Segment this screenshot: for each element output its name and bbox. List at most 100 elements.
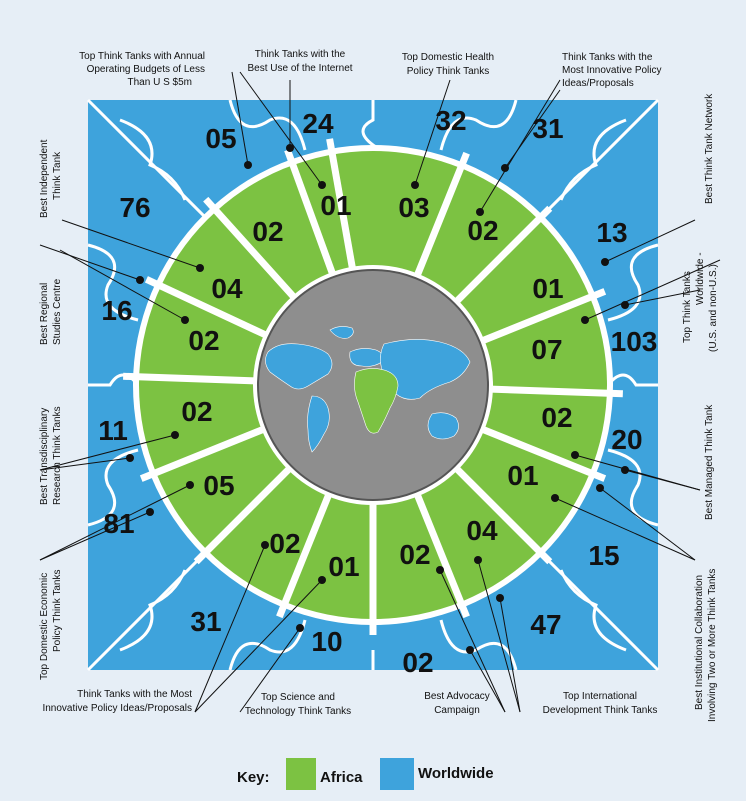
leader-dot [186,481,194,489]
label-innovative-ideas-3: Ideas/Proposals [562,78,634,89]
value-label-n11: 81 [103,508,134,539]
leader-independent [61,219,201,269]
leader-dot [181,316,189,324]
leader-dot [621,466,629,474]
legend-title: Key: [237,769,270,786]
leader-annual-budget-2 [239,71,323,186]
value-label-n08: 103 [611,326,658,357]
label-annual-budget-3: Than U S $5m [128,77,192,88]
value-label-n31: 02 [399,539,430,570]
leader-lines [39,71,721,713]
leader-dot [318,576,326,584]
greenland-shape [329,326,354,339]
legend: Key: Africa Worldwide [237,758,494,790]
leader-dot [244,161,252,169]
leader-dot [496,594,504,602]
leader-dot [551,494,559,502]
leader-dot [171,431,179,439]
leader-transdisciplinary-2 [39,457,131,471]
label-collaboration-1: Best Institutional Collaboration [694,575,705,710]
world-globe [257,269,489,501]
value-label-n19: 03 [398,192,429,223]
label-advocacy-1: Best Advocacy [424,691,490,702]
australia-shape [427,412,459,440]
leader-economic [39,511,151,561]
leader-dot [474,556,482,564]
value-label-n27: 05 [203,470,234,501]
europe-shape [349,348,384,367]
value-label-n25: 02 [181,396,212,427]
ring-divider [490,385,623,398]
leader-dot [571,451,579,459]
ring-divider [193,465,293,565]
label-development-1: Top International [563,691,637,702]
leader-dot [411,181,419,189]
leader-dot [296,624,304,632]
south-america-shape [307,395,330,453]
legend-africa-swatch [286,758,316,790]
leader-dot [596,484,604,492]
label-transdisciplinary-1: Best Transdisciplinary [39,408,50,505]
leader-dot [466,646,474,654]
label-economic-1: Top Domestic Economic [39,573,50,680]
value-label-n13: 31 [190,606,221,637]
leader-managed-2 [624,469,701,491]
leader-advocacy [439,569,506,713]
leader-dot [601,258,609,266]
value-label-n29: 02 [269,528,300,559]
ring-divider [284,148,336,276]
value-label-n21: 04 [211,273,243,304]
value-label-n30: 01 [328,551,359,582]
label-innovative-policy-1: Think Tanks with the Most [77,689,192,700]
label-annual-budget-2: Operating Budgets of Less [87,64,205,75]
label-independent-1: Best Independent [39,139,50,218]
category-labels: Top Think Tanks with Annual Operating Bu… [39,49,719,722]
leader-dot [136,276,144,284]
leader-dot [476,208,484,216]
value-label-n17: 01 [320,190,351,221]
leader-worldwide-top [624,289,701,306]
value-label-n14: 10 [311,626,342,657]
leader-science [239,627,301,713]
label-internet-1: Think Tanks with the [255,49,346,60]
leader-dot [621,301,629,309]
leader-innovative-policy [194,579,323,713]
value-label-n07: 16 [101,295,132,326]
value-label-n04: 31 [532,113,563,144]
legend-worldwide-swatch [380,758,414,790]
value-label-n02: 24 [302,108,334,139]
leader-dot [436,566,444,574]
leader-development [477,559,521,713]
leader-worldwide-top-2 [584,259,721,321]
ring-divider [453,465,553,565]
leader-dot [581,316,589,324]
label-worldwide-top-1: Top Think Tanks [682,271,693,343]
value-label-n23: 02 [188,325,219,356]
value-label-n06: 13 [596,217,627,248]
label-economic-2: Policy Think Tanks [52,570,63,652]
label-innovative-ideas-2: Most Innovative Policy [562,65,662,76]
value-label-n03: 32 [435,105,466,136]
leader-transdisciplinary [39,434,176,471]
leader-collaboration [599,487,696,561]
africa-continent-shape [354,368,399,434]
value-label-n05: 76 [119,192,150,223]
ring-divider [123,372,256,385]
leader-collaboration-2 [554,497,696,561]
label-annual-budget-1: Top Think Tanks with Annual [79,51,205,62]
ring-divider [276,493,333,619]
value-label-n28: 01 [507,460,538,491]
leader-network [604,219,696,263]
leader-advocacy-2 [469,649,506,713]
value-label-n01: 05 [205,123,236,154]
label-collaboration-2: Involving Two or More Think Tanks [707,569,718,722]
leader-annual-budget [231,71,249,166]
leader-innovative-ideas-2 [504,89,561,169]
value-label-n18: 02 [252,216,283,247]
value-label-n26: 02 [541,402,572,433]
ring-divider [203,196,297,300]
ring-divider [326,138,356,270]
label-science-1: Top Science and [261,692,335,703]
value-label-n10: 20 [611,424,642,455]
